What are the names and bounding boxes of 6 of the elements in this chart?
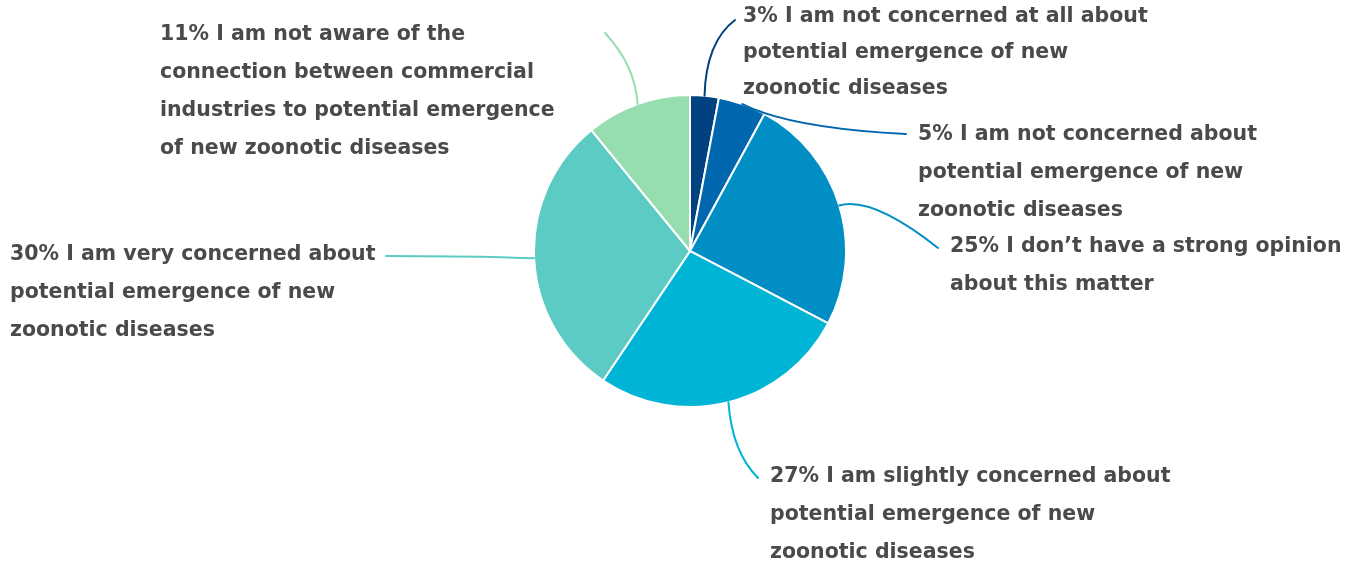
slice-label: 5% I am not concerned about potential emergence of new zoonotic diseases <box>918 120 1258 221</box>
slice-label: 11% I am not aware of the connection between commercial industries to potential emergence of new zoonotic diseases <box>160 20 555 159</box>
slice-label: 30% I am very concerned about potential emergence of new zoonotic diseases <box>10 240 376 341</box>
slice-label: 27% I am slightly concerned about potential emergence of new zoonotic diseases <box>770 462 1171 563</box>
slice-label: 25% I don’t have a strong opinion about this matter <box>950 232 1342 295</box>
slice-label: 3% I am not concerned at all about potential emergence of new zoonotic diseases <box>743 2 1148 99</box>
